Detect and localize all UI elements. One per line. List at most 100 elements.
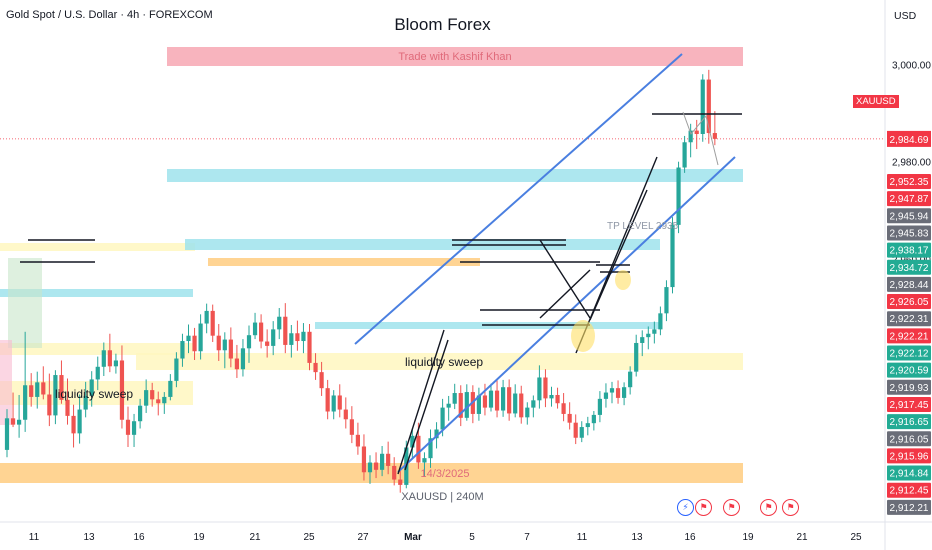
candle-body[interactable] [422, 458, 427, 463]
candle-body[interactable] [307, 331, 312, 363]
candle-body[interactable] [615, 388, 621, 398]
candle-body[interactable] [29, 385, 34, 397]
candle-body[interactable] [71, 415, 76, 434]
candle-body[interactable] [464, 392, 469, 418]
plot-area[interactable] [0, 0, 885, 550]
candle-body[interactable] [373, 462, 379, 470]
candle-body[interactable] [670, 224, 675, 288]
candle-body[interactable] [41, 382, 46, 395]
candle-body[interactable] [119, 360, 125, 420]
candle-body[interactable] [53, 375, 58, 416]
candle-body[interactable] [107, 350, 112, 367]
candle-body[interactable] [494, 390, 500, 411]
candle-body[interactable] [210, 310, 215, 336]
candle-body[interactable] [452, 393, 457, 404]
candle-body[interactable] [458, 393, 463, 418]
candle-body[interactable] [501, 387, 506, 411]
candle-body[interactable] [700, 79, 705, 134]
symbol-header[interactable]: Gold Spot / U.S. Dollar · 4h · FOREXCOM [6, 9, 213, 21]
candle-body[interactable] [246, 335, 252, 349]
candle-body[interactable] [35, 382, 40, 397]
candle-body[interactable] [416, 435, 421, 463]
candle-body[interactable] [17, 419, 22, 425]
candle-body[interactable] [591, 414, 596, 424]
candle-body[interactable] [301, 331, 306, 342]
candle-body[interactable] [622, 387, 627, 398]
candle-body[interactable] [488, 390, 494, 408]
candle-body[interactable] [398, 479, 403, 485]
candle-body[interactable] [476, 395, 481, 414]
candle-body[interactable] [525, 407, 530, 418]
candle-body[interactable] [658, 313, 663, 330]
candle-body[interactable] [706, 79, 711, 134]
candle-body[interactable] [386, 453, 391, 466]
candle-body[interactable] [277, 316, 282, 330]
candle-body[interactable] [573, 422, 578, 438]
candle-body[interactable] [634, 342, 639, 372]
candle-body[interactable] [446, 403, 451, 408]
us-flag-event-icon[interactable]: ⚑ [782, 499, 799, 516]
candle-body[interactable] [89, 379, 94, 396]
candle-body[interactable] [95, 366, 100, 380]
candle-body[interactable] [252, 322, 258, 336]
candle-body[interactable] [712, 133, 717, 139]
currency-label[interactable]: USD [894, 10, 917, 22]
candle-body[interactable] [138, 405, 143, 422]
candle-body[interactable] [59, 375, 64, 400]
candle-body[interactable] [174, 358, 179, 381]
candle-body[interactable] [440, 407, 445, 430]
candle-body[interactable] [313, 362, 318, 373]
candle-body[interactable] [125, 419, 131, 435]
candle-body[interactable] [198, 323, 203, 352]
candle-body[interactable] [47, 394, 52, 416]
candle-body[interactable] [337, 395, 342, 410]
candle-body[interactable] [555, 394, 560, 404]
candle-body[interactable] [101, 350, 106, 367]
candle-body[interactable] [543, 377, 548, 399]
candle-body[interactable] [367, 462, 373, 473]
candle-body[interactable] [682, 142, 687, 168]
candle-body[interactable] [640, 337, 645, 343]
candle-body[interactable] [131, 421, 137, 435]
candle-body[interactable] [228, 339, 233, 359]
candle-body[interactable] [331, 395, 336, 412]
candle-body[interactable] [519, 393, 524, 418]
candle-body[interactable] [537, 377, 542, 401]
candle-body[interactable] [283, 316, 288, 345]
candle-body[interactable] [355, 434, 360, 447]
candle-body[interactable] [628, 371, 633, 388]
candle-body[interactable] [694, 130, 699, 134]
candle-body[interactable] [609, 388, 615, 393]
candle-body[interactable] [265, 341, 270, 346]
candle-body[interactable] [482, 395, 488, 408]
candle-body[interactable] [597, 398, 602, 415]
candle-body[interactable] [204, 310, 209, 324]
candle-body[interactable] [325, 388, 330, 412]
candle-body[interactable] [513, 393, 518, 414]
candle-body[interactable] [192, 335, 197, 352]
candle-body[interactable] [234, 358, 239, 370]
candle-body[interactable] [688, 130, 693, 143]
candle-body[interactable] [222, 339, 227, 351]
candle-body[interactable] [567, 413, 572, 423]
candle-body[interactable] [295, 333, 300, 342]
candle-body[interactable] [531, 400, 536, 408]
candle-body[interactable] [271, 329, 276, 346]
candle-body[interactable] [144, 390, 149, 406]
candle-body[interactable] [4, 418, 10, 450]
lightning-event-icon[interactable]: ⚡ [677, 499, 694, 516]
candle-body[interactable] [343, 409, 348, 420]
candle-body[interactable] [168, 380, 173, 397]
candle-body[interactable] [561, 403, 566, 414]
candle-body[interactable] [23, 385, 28, 420]
candle-body[interactable] [77, 409, 82, 434]
candle-body[interactable] [380, 453, 385, 470]
candle-body[interactable] [676, 167, 681, 225]
candle-body[interactable] [10, 418, 16, 425]
candle-body[interactable] [186, 335, 191, 342]
candle-body[interactable] [579, 427, 584, 438]
candle-body[interactable] [113, 360, 118, 367]
candle-body[interactable] [156, 399, 161, 404]
candle-body[interactable] [646, 333, 651, 338]
candle-body[interactable] [585, 423, 590, 428]
